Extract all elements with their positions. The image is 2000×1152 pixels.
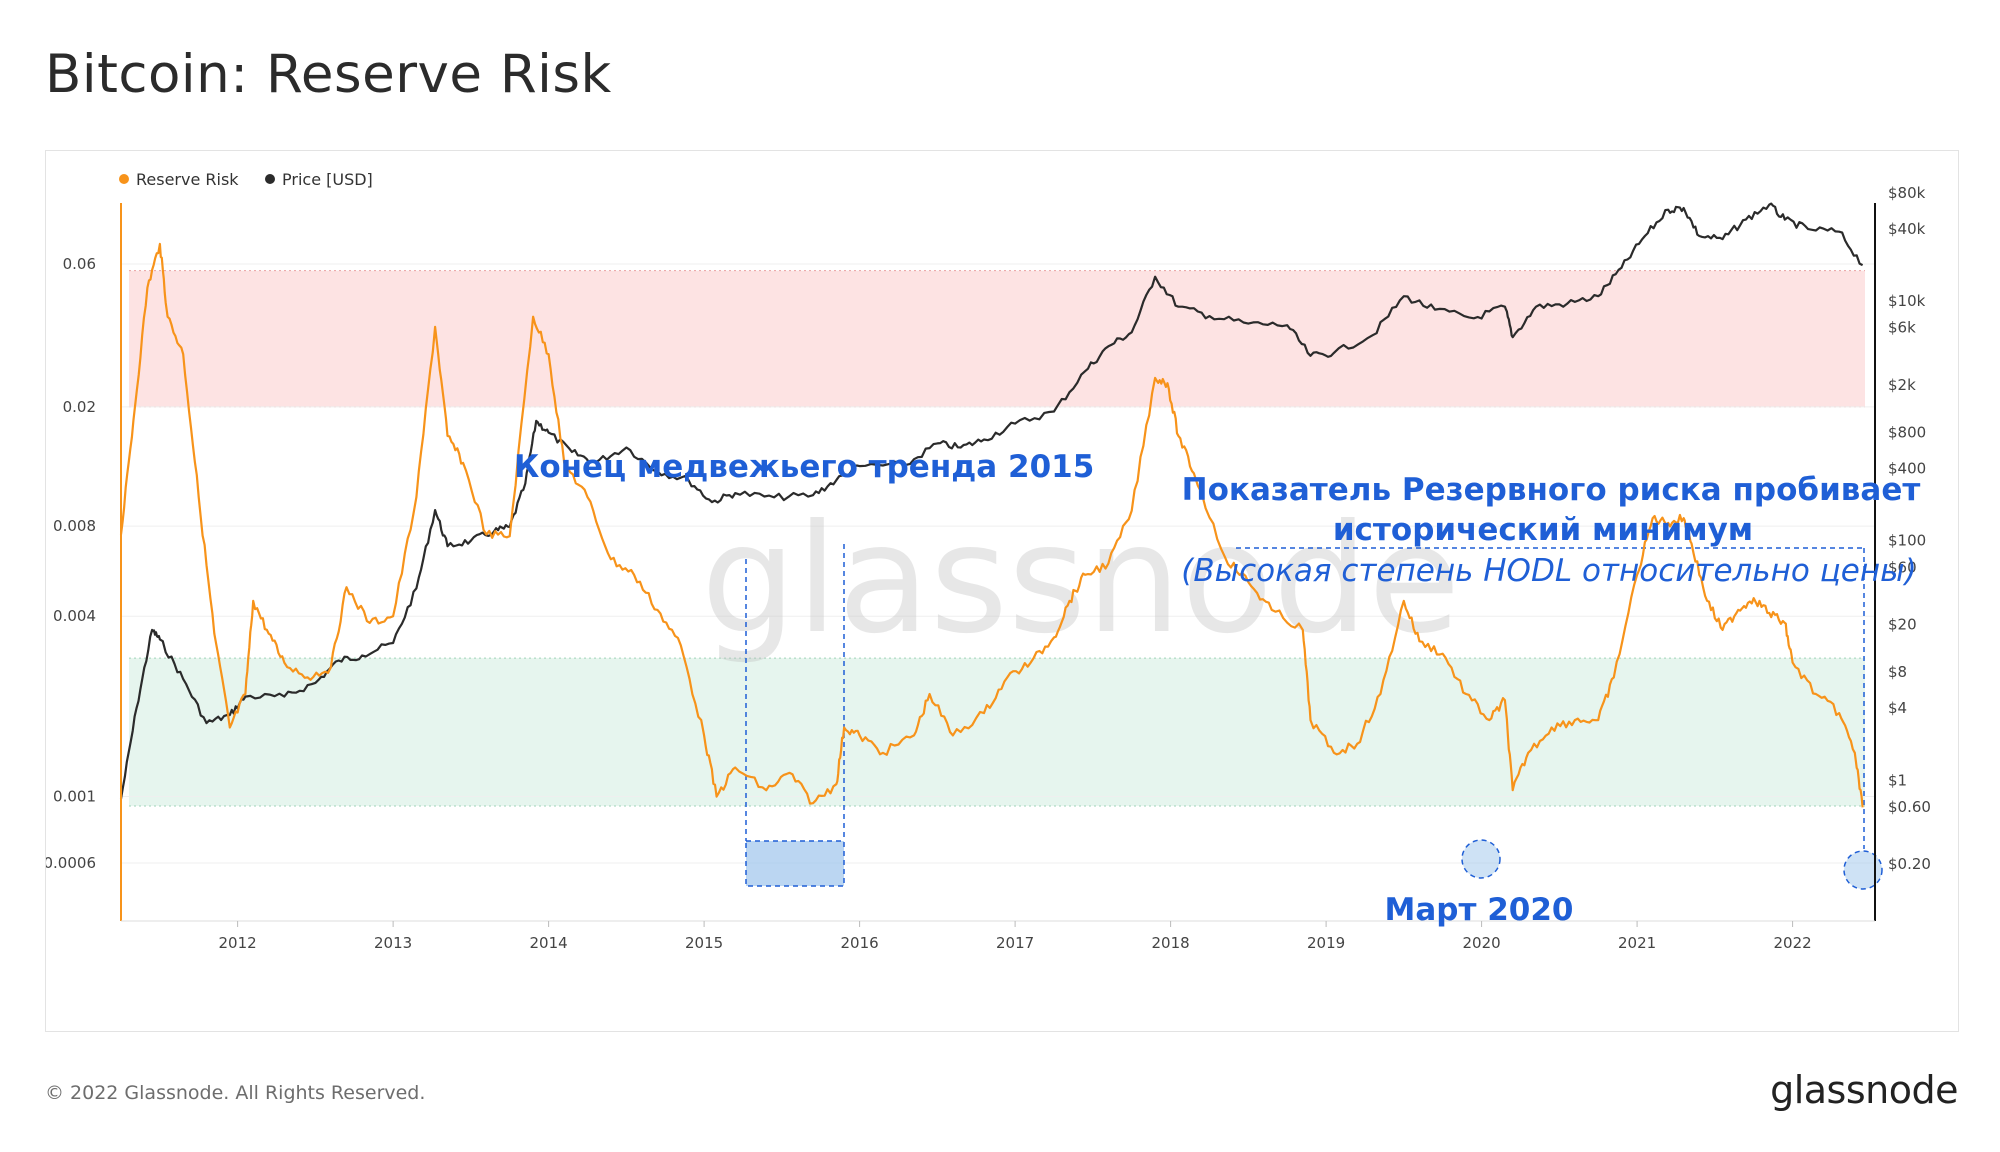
x-tick-label: 2016: [841, 934, 879, 952]
x-tick-label: 2018: [1152, 934, 1190, 952]
legend: Reserve Risk Price [USD]: [119, 170, 373, 189]
legend-reserve-risk-dot: [119, 174, 129, 184]
right-tick-label: $100: [1888, 532, 1926, 550]
right-tick-label: $800: [1888, 424, 1926, 442]
left-tick-label: 0.004: [53, 607, 96, 625]
left-tick-label: 0.02: [63, 398, 96, 416]
march-2020-circle: [1461, 839, 1501, 879]
left-tick-label: 0.008: [53, 517, 96, 535]
annotation-bear-end: Конец медвежьего тренда 2015: [514, 449, 1094, 485]
price-series-line: [119, 202, 1864, 799]
right-tick-label: $8: [1888, 663, 1907, 681]
x-axis-ticks: 2012 2013 2014 2015 2016 2017 2018 2019 2020 2021…: [219, 921, 1812, 952]
annotation-record-line2: исторический минимум: [1333, 512, 1753, 548]
x-tick-label: 2015: [685, 934, 723, 952]
right-tick-label: $20: [1888, 615, 1917, 633]
glassnode-logo[interactable]: glassnode: [1770, 1068, 1958, 1112]
left-tick-label: 0.0006: [46, 854, 96, 872]
legend-price-label[interactable]: Price [USD]: [282, 170, 373, 189]
right-tick-label: $10k: [1888, 292, 1926, 310]
x-tick-label: 2019: [1307, 934, 1345, 952]
left-tick-label: 0.001: [53, 788, 96, 806]
annotation-record-line1: Показатель Резервного риска пробивает: [1182, 472, 1921, 508]
left-tick-label: 0.06: [63, 255, 96, 273]
page-title: Bitcoin: Reserve Risk: [45, 44, 612, 105]
x-tick-label: 2017: [996, 934, 1034, 952]
right-axis-ticks: $80k $40k $10k $6k $2k $800 $400 $100 $60 $20 $8 $4…: [1888, 184, 1931, 873]
right-tick-label: $60: [1888, 558, 1917, 576]
gridlines: [121, 263, 1875, 864]
footer-copyright: © 2022 Glassnode. All Rights Reserved.: [45, 1082, 426, 1104]
right-tick-label: $400: [1888, 460, 1926, 478]
current-low-circle: [1843, 850, 1883, 890]
x-tick-label: 2014: [530, 934, 568, 952]
right-tick-label: $4: [1888, 699, 1907, 717]
legend-reserve-risk-label[interactable]: Reserve Risk: [136, 170, 239, 189]
x-tick-label: 2021: [1618, 934, 1656, 952]
right-tick-label: $1: [1888, 771, 1907, 789]
x-tick-label: 2012: [219, 934, 257, 952]
reserve-risk-chart: Reserve Risk Price [USD] glassnode: [46, 170, 1931, 952]
x-tick-label: 2013: [374, 934, 412, 952]
reserve-risk-series-line: [119, 242, 1864, 808]
right-tick-label: $2k: [1888, 376, 1916, 394]
x-tick-label: 2020: [1463, 934, 1501, 952]
annotation-march-2020: Март 2020: [1385, 892, 1574, 928]
right-tick-label: $0.60: [1888, 798, 1931, 816]
overheated-band: [129, 270, 1865, 407]
right-tick-label: $0.20: [1888, 855, 1931, 873]
legend-price-dot: [265, 174, 275, 184]
right-tick-label: $80k: [1888, 184, 1926, 202]
bear-end-highlight-box: [745, 840, 845, 887]
chart-frame: Reserve Risk Price [USD] glassnode: [45, 150, 1959, 1032]
left-axis-ticks: 0.06 0.02 0.008 0.004 0.001 0.0006: [46, 255, 96, 872]
annotation-record-line3: (Высокая степень HODL относительно цены): [1181, 553, 1916, 589]
low-risk-band: [129, 658, 1865, 806]
right-tick-label: $40k: [1888, 220, 1926, 238]
right-tick-label: $6k: [1888, 319, 1916, 337]
x-tick-label: 2022: [1773, 934, 1811, 952]
